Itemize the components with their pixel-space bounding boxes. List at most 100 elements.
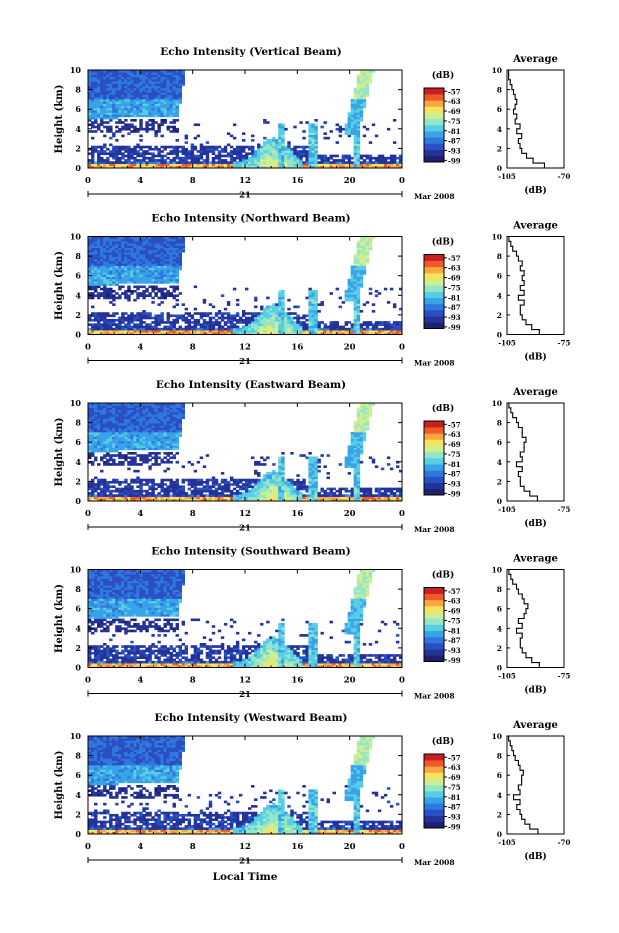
heatmap-cell [339, 126, 342, 129]
heatmap-cell [154, 146, 157, 149]
heatmap-cell [375, 321, 378, 324]
heatmap-cell [145, 150, 148, 153]
heatmap-cell [227, 132, 230, 135]
heatmap-cell [167, 485, 170, 488]
heatmap-cell [163, 119, 166, 122]
heatmap-cell [221, 312, 224, 315]
colorbar-swatch [424, 88, 444, 94]
profile-x-tick-label: -105 [498, 172, 516, 181]
heatmap-cell [139, 479, 142, 482]
heatmap-cell [233, 157, 236, 160]
heatmap-cell [224, 146, 227, 149]
heatmap-cell [136, 292, 139, 295]
colorbar-tick-label: -93 [448, 146, 461, 155]
heatmap-cell [139, 463, 142, 466]
heatmap-cell [215, 161, 218, 164]
heatmap-cell [109, 454, 112, 457]
heatmap-cell [124, 155, 127, 158]
heatmap-cell [148, 485, 151, 488]
heatmap-cell [197, 328, 200, 331]
heatmap-cell [121, 461, 124, 464]
colorbar-swatch [424, 100, 444, 106]
panel-title: Echo Intensity (Vertical Beam) [160, 46, 341, 58]
heatmap-cell [324, 132, 327, 135]
colorbar-swatch [424, 298, 444, 304]
heatmap-cell [157, 303, 160, 306]
heatmap-cell [351, 157, 354, 160]
heatmap-cell [339, 306, 342, 309]
heatmap-cell [345, 161, 348, 164]
heatmap-cell [342, 155, 345, 158]
colorbar-swatch [424, 119, 444, 125]
heatmap-cell [142, 490, 145, 493]
heatmap-cell [163, 456, 166, 459]
heatmap-cell [290, 312, 293, 315]
heatmap-cell [372, 323, 375, 326]
colorbar: (dB)-57-63-69-75-81-87-93-99 [424, 237, 461, 332]
colorbar-swatch [424, 107, 444, 113]
heatmap-cell [242, 326, 245, 329]
heatmap-cell [145, 288, 148, 291]
heatmap-cell [139, 146, 142, 149]
heatmap-cell [242, 319, 245, 322]
heatmap-cell [151, 119, 154, 122]
heatmap-cell [176, 128, 179, 131]
heatmap-cell [160, 459, 163, 462]
heatmap-cell [206, 321, 209, 324]
heatmap-cell [118, 294, 121, 297]
heatmap-cell [130, 326, 133, 329]
heatmap-cell [115, 146, 118, 149]
heatmap-cell [194, 308, 197, 311]
panel-title: Echo Intensity (Eastward Beam) [156, 379, 346, 391]
heatmap-cell [124, 479, 127, 482]
heatmap-cell [121, 135, 124, 138]
heatmap-cell [345, 155, 348, 158]
heatmap-cell [151, 317, 154, 320]
profile-y-tick-label: 6 [497, 105, 502, 114]
heatmap-cell [163, 326, 166, 329]
heatmap-cell [124, 317, 127, 320]
heatmap-cell [157, 297, 160, 300]
heatmap-cell [206, 312, 209, 315]
heatmap-cell [176, 294, 179, 297]
heatmap-cell [375, 290, 378, 293]
heatmap-cell [100, 157, 103, 160]
heatmap-cell [339, 326, 342, 329]
heatmap-cell [221, 159, 224, 162]
heatmap-cell [94, 483, 97, 486]
heatmap-cell [124, 485, 127, 488]
heatmap-cell [354, 254, 357, 257]
heatmap-cell [215, 312, 218, 315]
profile-line [509, 70, 561, 168]
heatmap-cell [145, 157, 148, 160]
heatmap-cell [136, 463, 139, 466]
heatmap-cell [182, 328, 185, 331]
heatmap-cell [396, 321, 399, 324]
heatmap-cell [163, 479, 166, 482]
heatmap-cell [330, 161, 333, 164]
heatmap-cell [393, 155, 396, 158]
heatmap-cell [109, 490, 112, 493]
heatmap-cell [185, 308, 188, 311]
heatmap-cell [396, 157, 399, 160]
heatmap-cell [330, 321, 333, 324]
heatmap-cell [311, 290, 314, 293]
heatmap-cell [154, 483, 157, 486]
heatmap-cell [133, 490, 136, 493]
heatmap-cell [203, 146, 206, 149]
heatmap-cell [97, 492, 100, 495]
heatmap-cell [372, 157, 375, 160]
heatmap-cell [348, 328, 351, 331]
heatmap-cell [115, 126, 118, 129]
heatmap-cell [133, 452, 136, 455]
heatmap-cell [163, 483, 166, 486]
colorbar-unit: (dB) [432, 237, 454, 248]
heatmap-cell [363, 328, 366, 331]
heatmap-cell [133, 479, 136, 482]
heatmap-cell [302, 161, 305, 164]
heatmap-cell [145, 490, 148, 493]
heatmap-cell [151, 301, 154, 304]
heatmap-cell [239, 317, 242, 320]
heatmap-cell [176, 461, 179, 464]
heatmap-cell [118, 317, 121, 320]
